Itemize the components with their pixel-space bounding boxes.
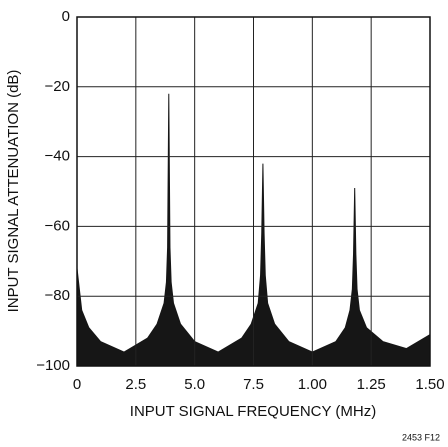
x-tick-label: 1.25 <box>357 376 386 393</box>
y-tick-label: −40 <box>45 148 70 165</box>
x-tick-label: 1.50 <box>415 376 444 393</box>
plot-frame <box>76 16 431 367</box>
y-tick-label: −20 <box>45 78 70 95</box>
x-tick-label: 2.5 <box>125 376 146 393</box>
y-tick-label: −60 <box>45 217 70 234</box>
spectrum-area <box>76 93 431 367</box>
x-tick-label: 0 <box>73 376 81 393</box>
x-tick-label: 5.0 <box>184 376 205 393</box>
x-axis-label: INPUT SIGNAL FREQUENCY (MHz) <box>130 403 376 420</box>
x-tick-label: 1.00 <box>298 376 327 393</box>
y-tick-label: 0 <box>62 8 70 25</box>
figure-note: 2453 F12 <box>402 432 440 442</box>
y-tick-label: −100 <box>36 357 70 374</box>
y-tick-label: −80 <box>45 287 70 304</box>
y-axis-label: INPUT SIGNAL ATTENUATION (dB) <box>5 70 22 313</box>
x-tick-label: 7.5 <box>243 376 264 393</box>
